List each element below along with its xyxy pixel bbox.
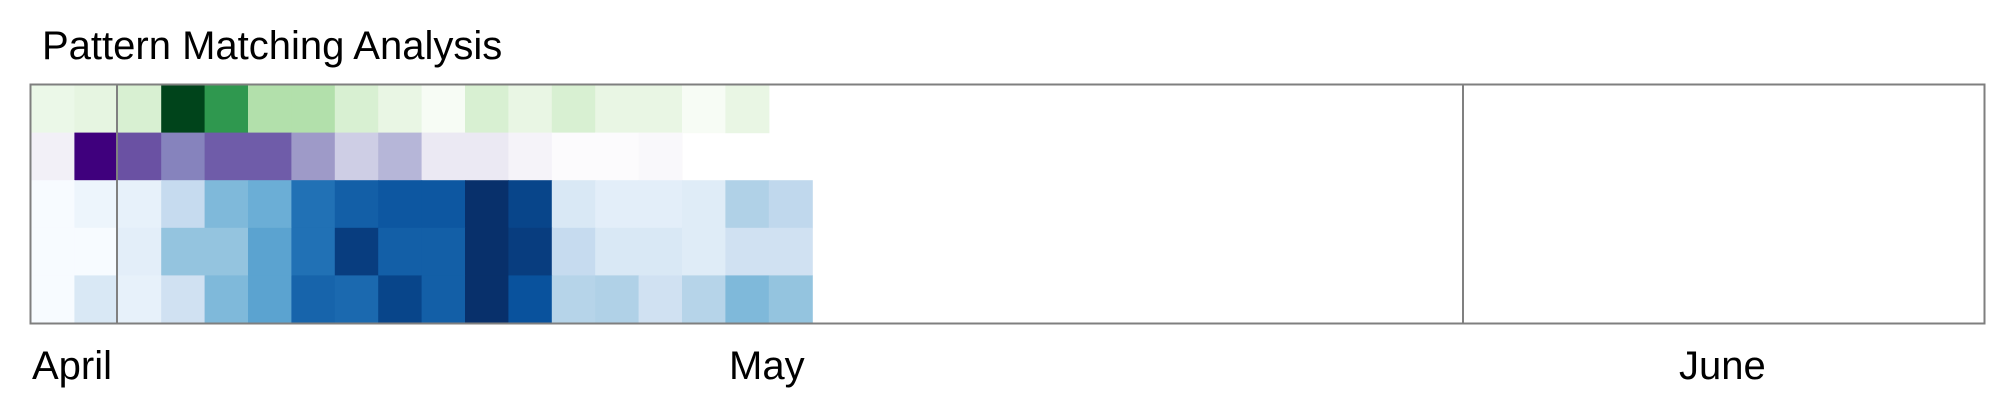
heatmap-cell-r1-c1 bbox=[74, 132, 119, 181]
heatmap-cell-r2-c15 bbox=[682, 180, 726, 229]
heatmap-cell-r0-c1 bbox=[74, 85, 119, 134]
heatmap-cell-r4-c11 bbox=[508, 275, 553, 324]
heatmap-cell-r3-c5 bbox=[248, 227, 292, 276]
heatmap-cell-r2-c3 bbox=[161, 180, 206, 229]
heatmap-cell-r3-c9 bbox=[421, 227, 466, 276]
heatmap-cell-r4-c3 bbox=[161, 275, 206, 324]
heatmap-cell-r2-c10 bbox=[465, 180, 509, 229]
heatmap-cell-r2-c6 bbox=[291, 180, 336, 229]
heatmap-cell-r3-c11 bbox=[508, 227, 553, 276]
heatmap-cell-r3-c13 bbox=[595, 227, 640, 276]
heatmap-cell-r3-c15 bbox=[682, 227, 726, 276]
heatmap-cell-r4-c8 bbox=[378, 275, 423, 324]
heatmap-cell-r2-c13 bbox=[595, 180, 640, 229]
heatmap-cell-r3-c3 bbox=[161, 227, 206, 276]
heatmap-cell-r0-c16 bbox=[725, 85, 770, 134]
month-label-june: June bbox=[1679, 344, 1766, 388]
heatmap-cell-r2-c16 bbox=[725, 180, 770, 229]
heatmap-cell-r0-c14 bbox=[638, 85, 683, 134]
heatmap-cell-r0-c4 bbox=[204, 85, 249, 134]
heatmap-cell-r4-c7 bbox=[334, 275, 379, 324]
heatmap-cell-r3-c7 bbox=[334, 227, 379, 276]
heatmap-cell-r1-c7 bbox=[334, 132, 379, 181]
heatmap-cell-r0-c2 bbox=[117, 85, 162, 134]
heatmap-cell-r2-c4 bbox=[204, 180, 249, 229]
heatmap-cell-r4-c16 bbox=[725, 275, 770, 324]
heatmap-cell-r2-c9 bbox=[421, 180, 466, 229]
heatmap-cell-r3-c12 bbox=[551, 227, 596, 276]
heatmap-cell-r3-c2 bbox=[117, 227, 162, 276]
heatmap-cells bbox=[31, 85, 813, 324]
heatmap-cell-r2-c1 bbox=[74, 180, 119, 229]
chart-title: Pattern Matching Analysis bbox=[42, 24, 503, 68]
heatmap-cell-r1-c13 bbox=[595, 132, 640, 181]
month-label-may: May bbox=[729, 344, 805, 388]
heatmap-cell-r3-c17 bbox=[768, 227, 813, 276]
heatmap-cell-r4-c13 bbox=[595, 275, 640, 324]
heatmap-cell-r1-c11 bbox=[508, 132, 553, 181]
heatmap-cell-r0-c15 bbox=[682, 85, 726, 134]
heatmap-cell-r0-c8 bbox=[378, 85, 423, 134]
heatmap-cell-r4-c9 bbox=[421, 275, 466, 324]
heatmap-cell-r0-c6 bbox=[291, 85, 336, 134]
heatmap-cell-r1-c12 bbox=[551, 132, 596, 181]
heatmap-cell-r0-c12 bbox=[551, 85, 596, 134]
heatmap-cell-r3-c10 bbox=[465, 227, 509, 276]
heatmap-cell-r2-c5 bbox=[248, 180, 292, 229]
heatmap-cell-r2-c8 bbox=[378, 180, 423, 229]
heatmap-cell-r1-c6 bbox=[291, 132, 336, 181]
heatmap-cell-r1-c8 bbox=[378, 132, 423, 181]
heatmap-cell-r3-c8 bbox=[378, 227, 423, 276]
chart-frame bbox=[29, 83, 1986, 325]
heatmap-cell-r4-c0 bbox=[31, 275, 75, 324]
heatmap-cell-r3-c0 bbox=[31, 227, 75, 276]
heatmap-cell-r4-c14 bbox=[638, 275, 683, 324]
heatmap-cell-r0-c0 bbox=[31, 85, 75, 134]
heatmap-cell-r4-c1 bbox=[74, 275, 119, 324]
heatmap-cell-r3-c16 bbox=[725, 227, 770, 276]
heatmap-cell-r0-c10 bbox=[465, 85, 509, 134]
heatmap-cell-r4-c5 bbox=[248, 275, 292, 324]
heatmap-cell-r3-c14 bbox=[638, 227, 683, 276]
heatmap-cell-r2-c11 bbox=[508, 180, 553, 229]
heatmap-cell-r1-c5 bbox=[248, 132, 292, 181]
heatmap-cell-r2-c0 bbox=[31, 180, 75, 229]
heatmap-cell-r2-c17 bbox=[768, 180, 813, 229]
heatmap-cell-r2-c2 bbox=[117, 180, 162, 229]
heatmap-cell-r4-c6 bbox=[291, 275, 336, 324]
heatmap-cell-r3-c4 bbox=[204, 227, 249, 276]
heatmap-cell-r4-c2 bbox=[117, 275, 162, 324]
heatmap-cell-r4-c12 bbox=[551, 275, 596, 324]
heatmap-cell-r4-c17 bbox=[768, 275, 813, 324]
heatmap-cell-r1-c14 bbox=[638, 132, 683, 181]
heatmap-cell-r3-c1 bbox=[74, 227, 119, 276]
heatmap-cell-r0-c13 bbox=[595, 85, 640, 134]
heatmap-cell-r0-c9 bbox=[421, 85, 466, 134]
heatmap-cell-r1-c4 bbox=[204, 132, 249, 181]
heatmap-cell-r4-c15 bbox=[682, 275, 726, 324]
heatmap-cell-r0-c5 bbox=[248, 85, 292, 134]
heatmap-cell-r3-c6 bbox=[291, 227, 336, 276]
heatmap-cell-r2-c7 bbox=[334, 180, 379, 229]
heatmap-cell-r0-c3 bbox=[161, 85, 206, 134]
heatmap-cell-r1-c2 bbox=[117, 132, 162, 181]
heatmap-cell-r2-c12 bbox=[551, 180, 596, 229]
heatmap-cell-r1-c3 bbox=[161, 132, 206, 181]
heatmap-cell-r2-c14 bbox=[638, 180, 683, 229]
heatmap-cell-r4-c4 bbox=[204, 275, 249, 324]
heatmap-cell-r1-c0 bbox=[31, 132, 75, 181]
heatmap-cell-r0-c11 bbox=[508, 85, 553, 134]
heatmap-cell-r1-c9 bbox=[421, 132, 466, 181]
month-label-april: April bbox=[32, 344, 113, 388]
heatmap-cell-r0-c7 bbox=[334, 85, 379, 134]
heatmap-cell-r4-c10 bbox=[465, 275, 509, 324]
heatmap-cell-r1-c10 bbox=[465, 132, 509, 181]
